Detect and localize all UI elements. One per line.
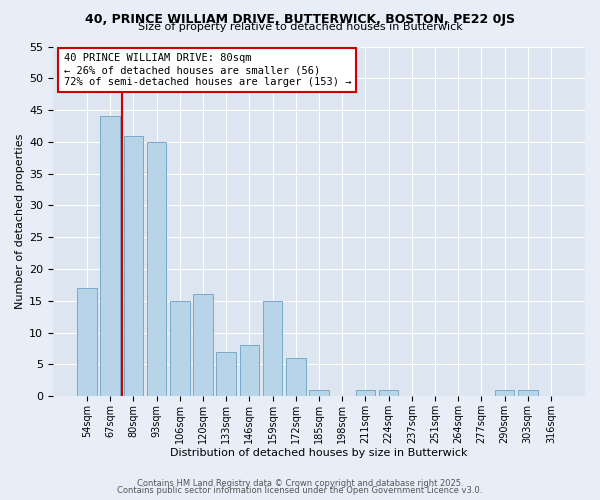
Bar (100, 116, 120, 396)
Bar (170, 301, 190, 396)
Bar (77, 288, 97, 396)
X-axis label: Distribution of detached houses by size in Butterwick: Distribution of detached houses by size … (170, 448, 468, 458)
Text: Contains public sector information licensed under the Open Government Licence v3: Contains public sector information licen… (118, 486, 482, 495)
Bar (217, 352, 236, 396)
Bar (286, 358, 305, 396)
Bar (147, 142, 166, 396)
Bar (356, 390, 375, 396)
Bar (193, 294, 213, 396)
Text: Size of property relative to detached houses in Butterwick: Size of property relative to detached ho… (137, 22, 463, 32)
Y-axis label: Number of detached properties: Number of detached properties (15, 134, 25, 309)
Text: 40, PRINCE WILLIAM DRIVE, BUTTERWICK, BOSTON, PE22 0JS: 40, PRINCE WILLIAM DRIVE, BUTTERWICK, BO… (85, 12, 515, 26)
Bar (495, 390, 514, 396)
Bar (263, 301, 283, 396)
Bar (239, 346, 259, 396)
Bar (518, 390, 538, 396)
Text: Contains HM Land Registry data © Crown copyright and database right 2025.: Contains HM Land Registry data © Crown c… (137, 478, 463, 488)
Text: 40 PRINCE WILLIAM DRIVE: 80sqm
← 26% of detached houses are smaller (56)
72% of : 40 PRINCE WILLIAM DRIVE: 80sqm ← 26% of … (64, 54, 351, 86)
Bar (124, 136, 143, 396)
Bar (309, 390, 329, 396)
Bar (379, 390, 398, 396)
